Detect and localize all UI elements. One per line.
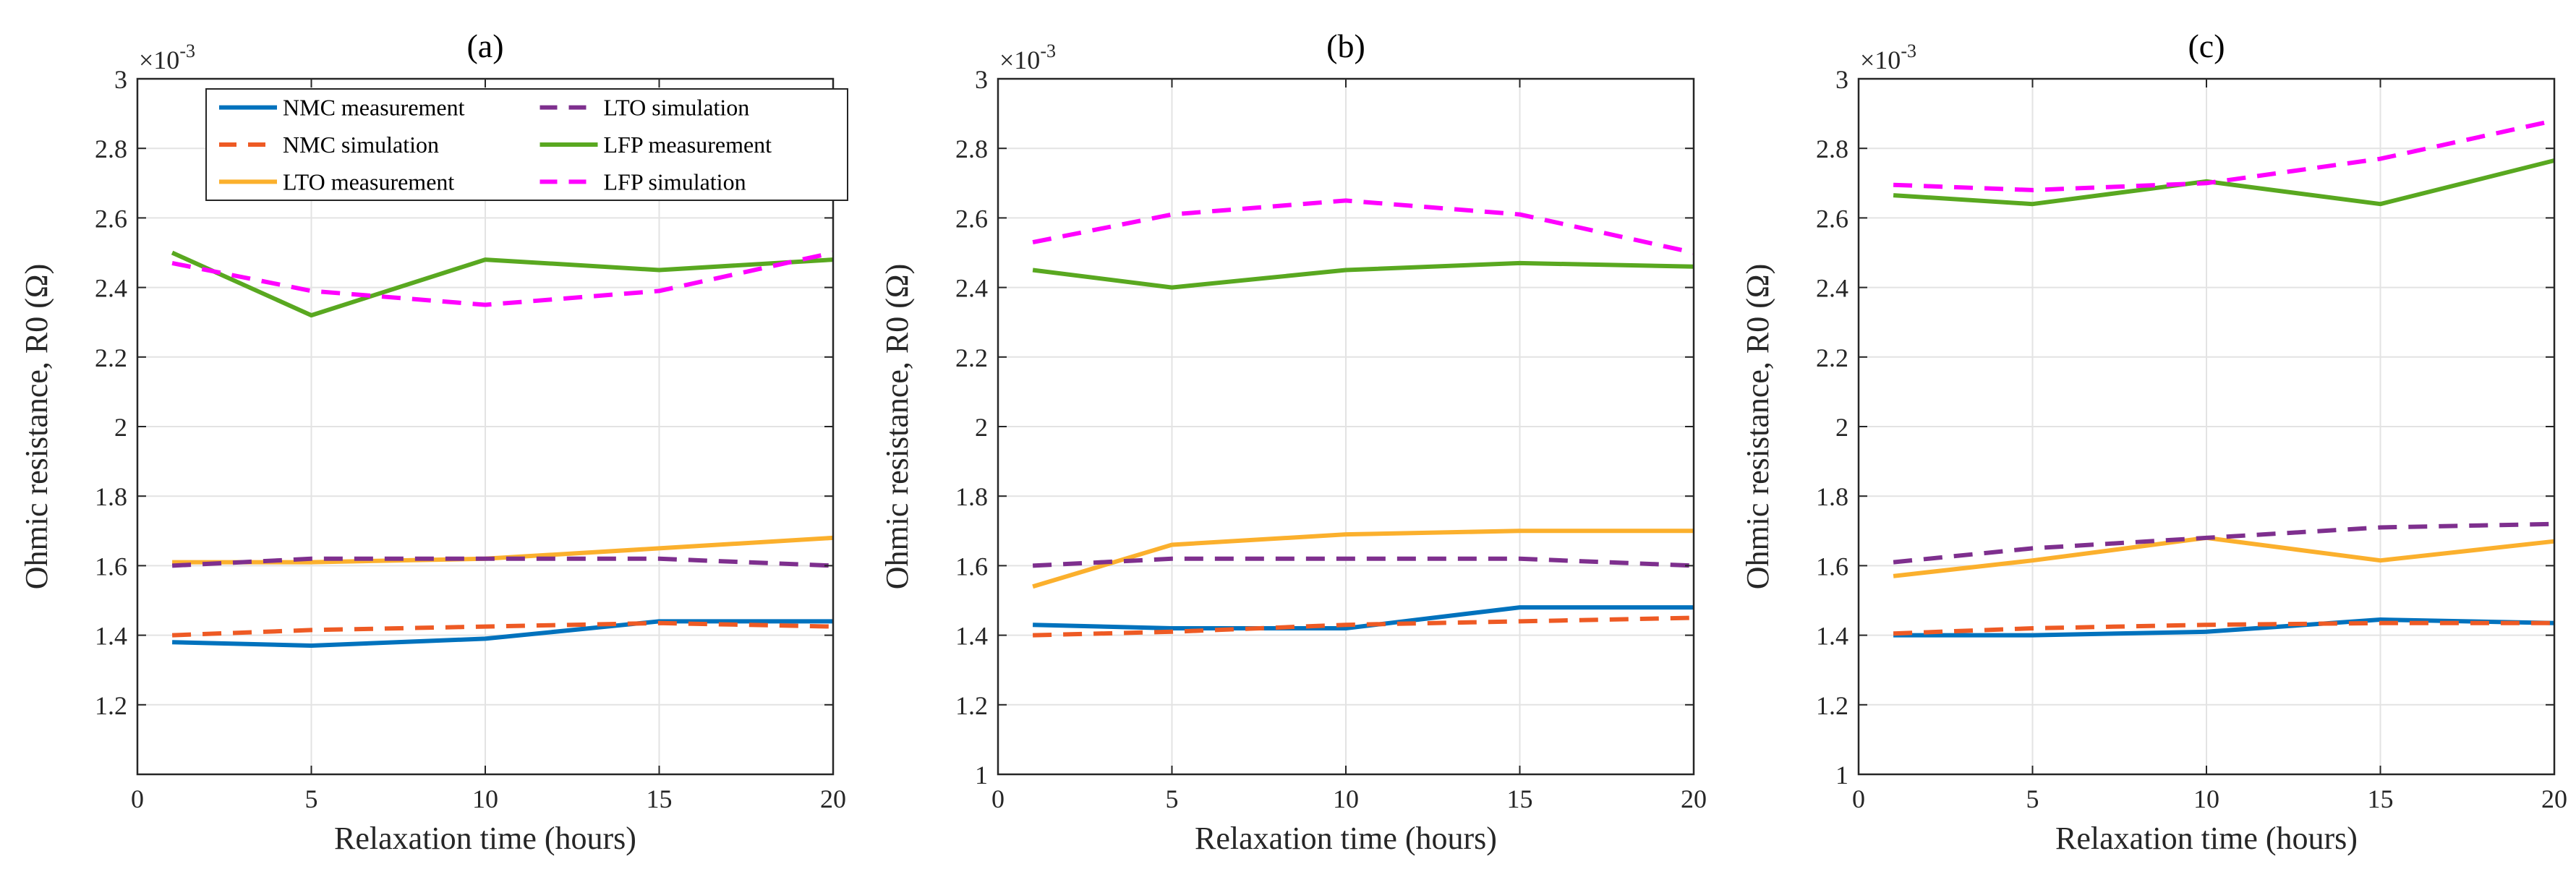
chart-1-y-tick-label-6: 2.2 (955, 343, 988, 372)
chart-2-y-tick-label-9: 2.8 (1816, 134, 1848, 163)
chart-1-y-tick-label-8: 2.6 (955, 204, 988, 233)
chart-1-ticks (997, 78, 1694, 775)
chart-1-x-tick-label-2: 10 (1333, 784, 1359, 813)
chart-0-x-tick-label-0: 0 (131, 784, 144, 813)
chart-1-title: (b) (1326, 27, 1365, 64)
chart-0-y-tick-label-8: 2.8 (95, 134, 127, 163)
chart-0-y-tick-label-9: 3 (114, 65, 127, 94)
chart-0-x-tick-label-4: 20 (820, 784, 846, 813)
chart-0: 0 5 10 15 20 1.2 1.4 1.6 1.8 2 2.2 2.4 2.6 2.8 3 ×10-3 (… (19, 27, 848, 856)
chart-1-x-tick-label-4: 20 (1681, 784, 1707, 813)
chart-2-series-lto-simulation (1893, 521, 2555, 565)
chart-1-x-tick-label-0: 0 (991, 784, 1005, 813)
chart-1-series (1032, 198, 1694, 638)
chart-2-ticks (1858, 78, 2555, 775)
chart-2-x-tick-label-1: 5 (2026, 784, 2039, 813)
chart-1-series-nmc-measurement (1033, 605, 1694, 630)
chart-2-y-tick-label-3: 1.6 (1816, 552, 1848, 581)
chart-2-y-tick-label-4: 1.8 (1816, 482, 1848, 511)
chart-1-y-tick-label-0: 1 (975, 761, 988, 790)
chart-0-title: (a) (466, 27, 503, 64)
chart-0-series-lfp-measurement (171, 250, 834, 318)
chart-0-series-lto-simulation (171, 556, 834, 568)
chart-2-series (1893, 118, 2555, 638)
chart-2-x-axis-label: Relaxation time (hours) (2055, 821, 2358, 856)
chart-2-y-tick-label-8: 2.6 (1816, 204, 1848, 233)
chart-0-y-tick-label-5: 2.2 (95, 343, 127, 372)
chart-2-y-tick-label-5: 2 (1835, 413, 1848, 442)
chart-2-x-tick-label-2: 10 (2193, 784, 2219, 813)
chart-2-y-axis-label: Ohmic resistance, R0 (Ω) (1740, 264, 1775, 590)
chart-0-legend-label-lfp-simulation: LFP simulation (604, 168, 746, 194)
chart-0-x-axis-label: Relaxation time (hours) (334, 821, 636, 856)
chart-0-x-tick-label-1: 5 (305, 784, 318, 813)
chart-0-y-tick-label-0: 1.2 (95, 691, 127, 720)
chart-0-y-exponent: ×10-3 (139, 40, 195, 74)
chart-0-legend: NMC measurement LTO simulation NMC simulat… (205, 88, 848, 201)
chart-0-legend-label-lfp-measurement: LFP measurement (604, 132, 772, 158)
chart-1-x-axis-label: Relaxation time (hours) (1195, 821, 1497, 856)
chart-0-ticks (137, 78, 834, 774)
chart-0-x-tick-label-3: 15 (647, 784, 673, 813)
chart-0-series-lfp-simulation (171, 250, 834, 307)
chart-2-series-nmc-measurement (1893, 617, 2555, 638)
chart-0-y-tick-label-1: 1.4 (95, 622, 127, 651)
chart-0-x-tick-label-2: 10 (472, 784, 498, 813)
chart-1-y-tick-label-1: 1.2 (955, 691, 988, 720)
chart-0-y-tick-label-7: 2.6 (95, 204, 127, 233)
chart-2-y-tick-label-10: 3 (1835, 65, 1848, 94)
chart-2-y-tick-label-1: 1.2 (1816, 691, 1848, 720)
chart-1-series-lfp-measurement (1032, 260, 1694, 290)
chart-0-series-nmc-simulation (171, 620, 834, 638)
chart-2-y-tick-label-6: 2.2 (1816, 343, 1848, 372)
chart-2-x-tick-label-4: 20 (2541, 784, 2567, 813)
chart-0-y-tick-label-6: 2.4 (95, 274, 127, 303)
chart-2-series-lfp-simulation (1893, 118, 2555, 192)
chart-0-legend-label-lto-measurement: LTO measurement (283, 168, 454, 194)
chart-0-series-nmc-measurement (172, 619, 833, 648)
chart-1-y-tick-label-10: 3 (975, 65, 988, 94)
chart-1-y-tick-label-5: 2 (975, 413, 988, 442)
charts-root: 0 5 10 15 201.21.41.61.822.22.42.62.83×10-3(… (19, 27, 2567, 856)
chart-2-series-nmc-simulation (1893, 620, 2554, 636)
chart-2-x-tick-label-3: 15 (2368, 784, 2394, 813)
chart-1-y-tick-label-2: 1.4 (955, 622, 988, 651)
chart-2-x-tick-label-0: 0 (1852, 784, 1865, 813)
chart-2-title: (c) (2188, 27, 2225, 64)
chart-1-series-lto-measurement (1032, 529, 1694, 589)
chart-1-y-tick-label-3: 1.6 (955, 552, 988, 581)
chart-0-legend-box (205, 88, 848, 201)
chart-1-series-lto-simulation (1032, 556, 1694, 568)
chart-1: 0 5 10 15 20 1 1.2 1.4 1.6 1.8 2 2.2 2.4 2.6 2.8 3 ×10-3… (879, 27, 1707, 856)
chart-0-legend-label-lto-simulation: LTO simulation (604, 95, 750, 121)
chart-1-series-nmc-simulation (1033, 615, 1694, 638)
chart-1-y-exponent: ×10-3 (999, 40, 1056, 74)
chart-0-y-tick-label-3: 1.8 (95, 482, 127, 511)
chart-2-y-exponent: ×10-3 (1860, 40, 1916, 74)
chart-1-x-tick-label-3: 15 (1507, 784, 1533, 813)
chart-1-y-tick-label-9: 2.8 (955, 134, 988, 163)
chart-1-y-tick-label-7: 2.4 (955, 274, 988, 303)
chart-2-y-tick-label-0: 1 (1835, 761, 1848, 790)
chart-1-series-lfp-simulation (1032, 198, 1694, 255)
chart-1-x-tick-label-1: 5 (1166, 784, 1179, 813)
chart-2: 0 5 10 15 20 1 1.2 1.4 1.6 1.8 2 2.2 2.4 2.6 2.8 3 ×10-3… (1740, 27, 2567, 856)
chart-0-y-axis-label: Ohmic resistance, R0 (Ω) (19, 264, 54, 590)
chart-0-y-tick-label-2: 1.6 (95, 552, 127, 581)
chart-1-y-tick-label-4: 1.8 (955, 482, 988, 511)
chart-2-y-tick-label-2: 1.4 (1816, 622, 1848, 651)
chart-0-legend-label-nmc-measurement: NMC measurement (283, 95, 465, 121)
chart-0-legend-label-nmc-simulation: NMC simulation (283, 132, 439, 158)
chart-1-y-axis-label: Ohmic resistance, R0 (Ω) (879, 264, 915, 590)
chart-0-y-tick-label-4: 2 (114, 413, 127, 442)
chart-0-series (171, 250, 834, 648)
chart-2-y-tick-label-7: 2.4 (1816, 274, 1848, 303)
